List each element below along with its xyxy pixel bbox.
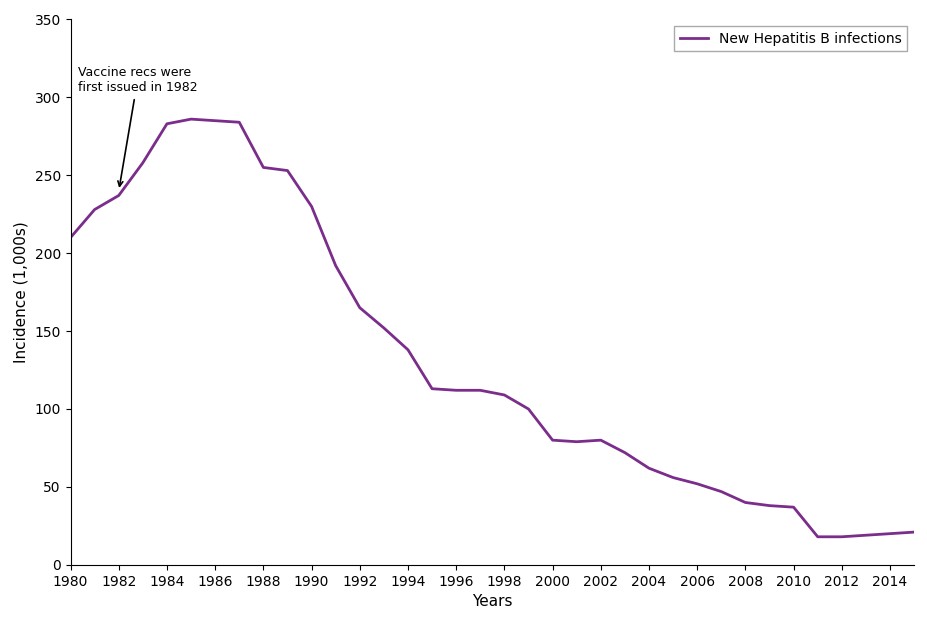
Y-axis label: Incidence (1,000s): Incidence (1,000s) <box>14 221 29 363</box>
Text: Vaccine recs were
first issued in 1982: Vaccine recs were first issued in 1982 <box>78 66 197 186</box>
Legend: New Hepatitis B infections: New Hepatitis B infections <box>674 26 907 52</box>
X-axis label: Years: Years <box>472 594 512 609</box>
